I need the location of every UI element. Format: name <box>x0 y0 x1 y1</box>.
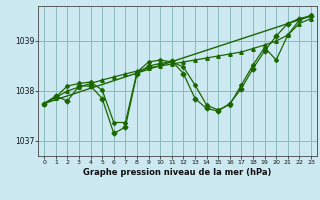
X-axis label: Graphe pression niveau de la mer (hPa): Graphe pression niveau de la mer (hPa) <box>84 168 272 177</box>
